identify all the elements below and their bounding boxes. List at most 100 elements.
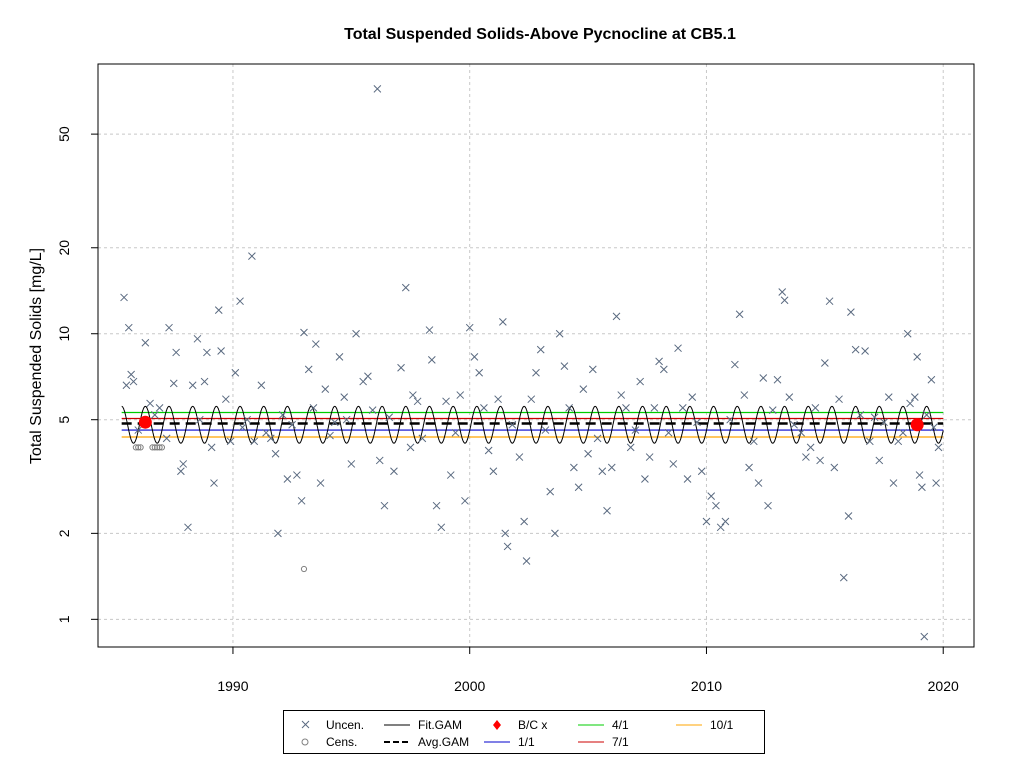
uncensored-point: [607, 463, 616, 472]
uncensored-point: [288, 420, 296, 429]
uncensored-point: [764, 501, 772, 510]
uncensored-point: [501, 529, 510, 538]
uncensored-point: [712, 501, 720, 510]
uncensored-point: [688, 393, 697, 401]
uncensored-point: [380, 501, 389, 510]
uncensored-point: [193, 334, 202, 343]
uncensored-point: [626, 443, 635, 452]
uncensored-point: [754, 479, 763, 487]
uncensored-point: [560, 362, 569, 371]
uncensored-point: [721, 517, 730, 526]
uncensored-point: [856, 410, 865, 419]
uncensored-point: [922, 410, 931, 419]
uncensored-point: [250, 437, 259, 446]
uncensored-point: [257, 381, 266, 390]
uncensored-point: [134, 426, 143, 434]
uncensored-point: [664, 428, 673, 437]
uncensored-point: [740, 391, 749, 399]
uncensored-point: [797, 428, 806, 437]
y-tick-label: 5: [56, 416, 72, 424]
uncensored-point: [368, 406, 377, 415]
uncensored-point: [172, 348, 180, 357]
uncensored-point: [304, 365, 313, 374]
uncensored-point: [745, 463, 753, 472]
uncensored-point: [835, 395, 843, 404]
uncensored-point: [588, 365, 597, 374]
x-tick-label: 2010: [691, 678, 722, 694]
uncensored-point: [162, 434, 171, 443]
uncensored-point: [283, 475, 292, 483]
uncensored-point: [612, 312, 621, 321]
uncensored-point: [929, 423, 938, 432]
uncensored-point: [427, 356, 436, 364]
dashed-line-icon: [384, 741, 410, 743]
uncensored-point: [906, 399, 914, 408]
uncensored-point: [880, 418, 888, 427]
uncensored-point: [773, 375, 782, 384]
uncensored-point: [693, 418, 701, 427]
uncensored-point: [451, 428, 460, 437]
uncensored-point: [278, 410, 287, 419]
uncensored-point: [697, 467, 706, 476]
chart-title: Total Suspended Solids-Above Pycnocline …: [344, 26, 736, 43]
uncensored-point: [861, 347, 869, 355]
uncensored-point: [413, 397, 422, 406]
bc-marker: [910, 418, 924, 432]
uncensored-point: [217, 347, 225, 355]
uncensored-point: [146, 399, 154, 408]
uncensored-point: [520, 517, 529, 526]
uncensored-point: [785, 393, 794, 401]
uncensored-point: [759, 374, 768, 382]
uncensored-point: [475, 368, 484, 377]
uncensored-point: [418, 434, 427, 443]
uncensored-point: [811, 404, 820, 412]
uncensored-point: [401, 283, 410, 292]
uncensored-point: [122, 381, 131, 390]
uncensored-point: [266, 434, 275, 443]
fit-gam-line: [121, 405, 944, 444]
uncensored-point: [659, 365, 668, 374]
uncensored-point: [903, 329, 912, 338]
uncensored-point: [617, 391, 626, 399]
censored-point: [158, 444, 166, 451]
uncensored-point: [425, 326, 434, 334]
uncensored-point: [446, 471, 455, 479]
uncensored-point: [321, 385, 330, 393]
uncensored-point: [489, 467, 498, 476]
uncensored-point: [231, 368, 240, 377]
uncensored-point: [177, 467, 185, 476]
uncensored-point: [150, 410, 159, 419]
uncensored-point: [636, 377, 645, 386]
axes: 1990 2000 2010 2020 1 2 5 10 20 50: [56, 126, 959, 694]
uncensored-point: [865, 437, 874, 446]
uncensored-point: [503, 542, 512, 551]
uncensored-point: [726, 415, 734, 424]
plot-frame: [97, 63, 975, 648]
uncensored-point: [839, 573, 848, 582]
uncensored-point: [536, 345, 545, 354]
uncensored-point: [127, 370, 135, 379]
uncensored-point: [515, 453, 524, 461]
uncensored-point: [899, 428, 907, 437]
uncensored-point: [311, 340, 320, 348]
grid-lines: [98, 64, 974, 647]
uncensored-point: [179, 460, 188, 468]
censored-point: [135, 444, 142, 451]
uncensored-point: [920, 632, 929, 641]
uncensored-point: [465, 323, 474, 332]
uncensored-point: [603, 506, 611, 515]
uncensored-point: [200, 377, 209, 386]
y-tick-label: 50: [56, 126, 72, 142]
uncensored-point: [373, 85, 382, 93]
uncensored-point: [875, 456, 884, 465]
uncensored-point: [570, 463, 578, 472]
uncensored-point: [825, 297, 834, 306]
solid-line-icon: [384, 724, 410, 726]
uncensored-point: [262, 428, 270, 437]
uncensored-point: [631, 426, 640, 434]
uncensored-point: [584, 449, 592, 458]
uncensored-point: [326, 431, 334, 440]
uncensored-point: [120, 293, 128, 302]
bc-markers: [138, 415, 924, 432]
